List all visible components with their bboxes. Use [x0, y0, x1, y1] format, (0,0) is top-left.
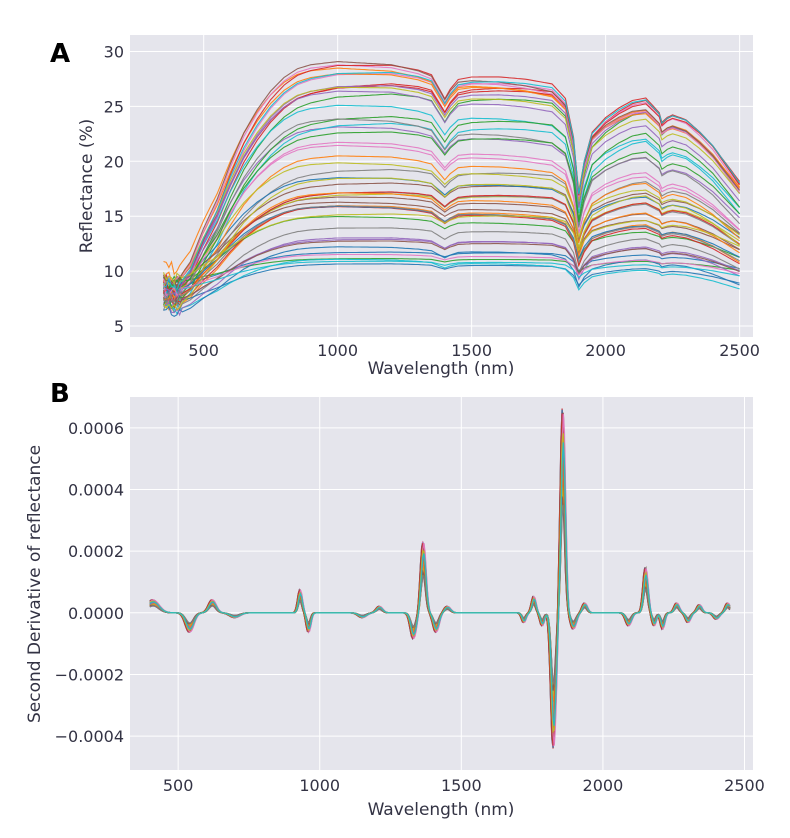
spectrum-series-line	[162, 116, 741, 310]
spectrum-series-line	[163, 71, 741, 291]
spectrum-series-line	[162, 213, 740, 286]
derivative-lines-b	[149, 408, 731, 749]
spectrum-series-line	[162, 155, 740, 308]
spectrum-series-line	[162, 253, 740, 297]
x-tick-label: 2500	[719, 341, 760, 360]
y-tick-label: −0.0002	[55, 665, 124, 684]
spectrum-series-line	[163, 260, 740, 295]
spectrum-series-line	[162, 162, 740, 292]
spectrum-series-line	[163, 192, 740, 301]
spectrum-series-line	[162, 73, 741, 288]
y-tick-label: 10	[104, 262, 124, 281]
x-tick-label: 2500	[724, 776, 765, 795]
spectrum-series-line	[163, 67, 741, 276]
spectrum-series-line	[163, 61, 741, 288]
y-axis-title-b: Second Derivative of reflectance	[25, 445, 45, 723]
x-tick-label: 2000	[583, 776, 624, 795]
panel-letter-b: B	[50, 379, 70, 409]
spectrum-series-line	[163, 90, 741, 298]
spectrum-series-line	[163, 177, 740, 311]
x-tick-label: 1000	[299, 776, 340, 795]
spectrum-series-line	[163, 168, 740, 307]
spectrum-series-line	[163, 118, 741, 304]
spectrum-series-line	[163, 263, 740, 310]
y-tick-label: −0.0004	[55, 727, 124, 746]
derivative-series-line	[149, 442, 731, 726]
gridlines-b	[130, 397, 753, 770]
spectrum-series-line	[163, 86, 741, 286]
y-tick-label: 0.0004	[68, 480, 124, 499]
spectrum-series-line	[163, 240, 740, 307]
y-tick-label: 25	[104, 97, 124, 116]
spectrum-series-line	[163, 83, 741, 299]
y-tick-label: 20	[104, 152, 124, 171]
y-tick-label: 5	[114, 317, 124, 336]
y-tick-labels-b: −0.0004 −0.0002 0.0000 0.0002 0.0004 0.0006	[55, 419, 124, 746]
spectrum-series-line	[163, 182, 740, 293]
spectrum-series-line	[162, 64, 741, 295]
spectrum-series-line	[162, 227, 740, 311]
y-tick-label: 30	[104, 42, 124, 61]
spectrum-series-line	[162, 141, 740, 301]
x-tick-label: 1500	[451, 341, 492, 360]
y-axis-title-a: Reflectance (%)	[77, 119, 97, 254]
panel-letter-a: A	[50, 39, 70, 69]
plot-area-b	[130, 397, 753, 770]
spectrum-series-line	[163, 205, 740, 304]
x-tick-labels-b: 500 1000 1500 2000 2500	[163, 776, 765, 795]
y-tick-label: 0.0002	[68, 542, 124, 561]
x-tick-label: 500	[163, 776, 194, 795]
spectra-lines-a	[162, 61, 741, 318]
y-tick-label: 15	[104, 207, 124, 226]
spectrum-series-line	[162, 177, 740, 289]
x-axis-title-b: Wavelength (nm)	[368, 800, 515, 820]
x-tick-label: 500	[188, 341, 219, 360]
x-tick-label: 2000	[585, 341, 626, 360]
x-tick-label: 1000	[317, 341, 358, 360]
spectrum-series-line	[163, 191, 740, 303]
spectrum-series-line	[162, 131, 740, 292]
spectrum-series-line	[163, 104, 741, 293]
x-tick-label: 1500	[441, 776, 482, 795]
x-tick-labels-a: 500 1000 1500 2000 2500	[188, 341, 760, 360]
y-tick-label: 0.0006	[68, 419, 124, 438]
y-tick-label: 0.0000	[68, 604, 124, 623]
y-tick-labels-a: 5 10 15 20 25 30	[104, 42, 124, 336]
spectrum-series-line	[163, 258, 740, 315]
spectrum-series-line	[163, 85, 741, 291]
x-axis-title-a: Wavelength (nm)	[368, 359, 515, 379]
spectrum-series-line	[162, 258, 740, 290]
